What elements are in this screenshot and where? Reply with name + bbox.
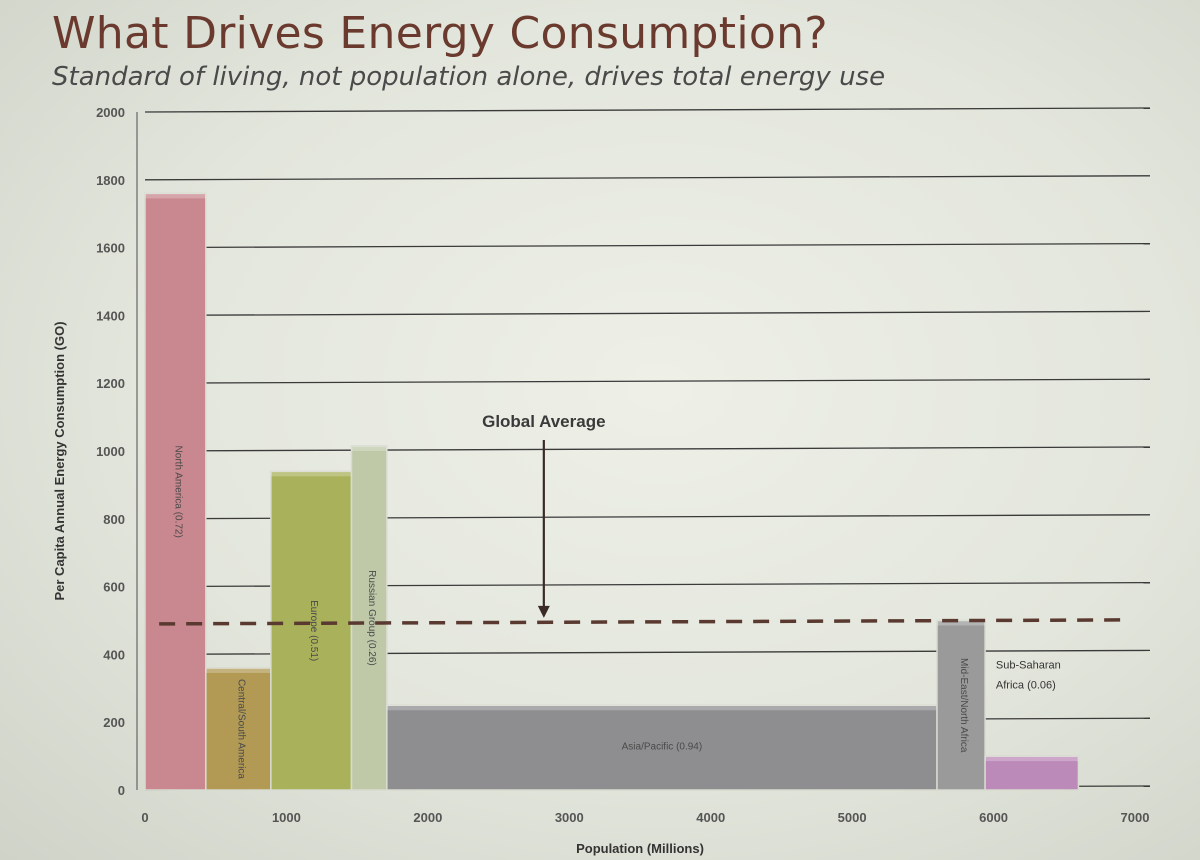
x-tick-6000: 6000 (979, 810, 1008, 825)
bar-label-1: Central/South America (235, 679, 246, 779)
gridline-2000 (144, 107, 1151, 113)
bar-1 (205, 667, 272, 791)
bar-highlight-6 (985, 756, 1079, 762)
slide-title: What Drives Energy Consumption? (52, 8, 828, 59)
y-tick-2000: 2000 (96, 105, 125, 120)
bar-highlight-2 (270, 471, 352, 477)
x-tick-1000: 1000 (272, 810, 301, 825)
bar-highlight-1 (205, 667, 271, 673)
gridline-1400 (144, 310, 1151, 317)
bar-label-5: Mid-East/North Africa (958, 658, 969, 753)
x-tick-0: 0 (141, 810, 148, 825)
y-tick-1400: 1400 (96, 308, 125, 323)
y-axis-label: Per Capita Annual Energy Consumption (GO… (52, 321, 67, 600)
bar-5 (936, 619, 986, 791)
annotation-0-line-1: Africa (0.06) (996, 679, 1056, 691)
x-tick-4000: 4000 (696, 810, 725, 825)
x-tick-7000: 7000 (1121, 810, 1150, 825)
bar-0 (144, 192, 207, 791)
x-tick-5000: 5000 (838, 810, 867, 825)
bar-label-4: Asia/Pacific (0.94) (622, 741, 703, 752)
bar-label-2: Europe (0.51) (308, 600, 319, 661)
x-axis-label: Population (Millions) (576, 841, 704, 856)
global-average-arrowhead (537, 605, 550, 618)
bar-highlight-0 (145, 193, 206, 199)
y-tick-200: 200 (103, 715, 125, 730)
annotations: Global Average Sub-Saharan Africa (0.06) (159, 412, 1128, 691)
gridline-1600 (144, 242, 1151, 249)
bars: North America (0.72) Central/South Americ… (144, 192, 1080, 791)
slide-subtitle: Standard of living, not population alone… (52, 62, 886, 92)
x-tick-2000: 2000 (413, 810, 442, 825)
y-tick-800: 800 (103, 512, 125, 527)
y-tick-1800: 1800 (96, 173, 125, 188)
bar-label-3: Russian Group (0.26) (366, 570, 377, 666)
x-axis-ticks: 0 1000 2000 3000 4000 5000 6000 7000 (141, 810, 1149, 825)
bar-highlight-4 (386, 705, 937, 711)
gridline-1800 (144, 175, 1151, 181)
bar-highlight-3 (351, 445, 387, 451)
bar-highlight-5 (937, 620, 986, 626)
y-tick-400: 400 (103, 647, 125, 662)
annotation-0-line-0: Sub-Saharan (996, 659, 1061, 671)
bar-3 (350, 445, 388, 791)
y-tick-0: 0 (118, 783, 125, 798)
bar-label-0: North America (0.72) (172, 446, 183, 538)
gridline-1200 (144, 378, 1151, 384)
x-tick-3000: 3000 (555, 810, 584, 825)
bar-6 (984, 755, 1080, 791)
bar-2 (270, 470, 353, 791)
y-tick-1000: 1000 (96, 444, 125, 459)
y-tick-600: 600 (103, 580, 125, 595)
y-tick-1600: 1600 (96, 241, 125, 256)
gridline-1000 (144, 446, 1151, 452)
global-average-label: Global Average (482, 412, 605, 431)
y-axis-ticks: 0 200 400 600 800 1000 1200 1400 1600 1800 2000 (96, 105, 125, 798)
y-tick-1200: 1200 (96, 376, 125, 391)
